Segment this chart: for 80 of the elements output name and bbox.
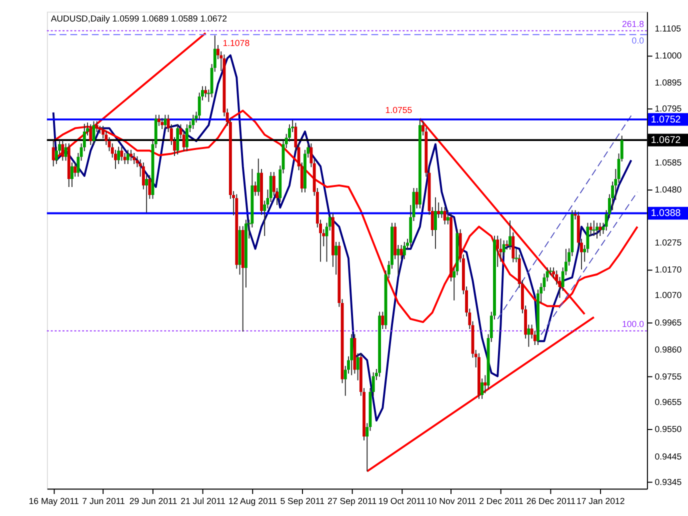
candlestick [440, 206, 444, 218]
candlestick [356, 352, 360, 381]
candlestick [598, 222, 602, 236]
y-tick-label: 1.0170 [654, 264, 682, 274]
candlestick [434, 196, 437, 250]
annotation: 100.0 [622, 318, 644, 329]
y-tick-label: 0.9550 [654, 424, 682, 434]
candlestick [350, 334, 354, 376]
y-tick-label: 1.0795 [654, 103, 682, 114]
x-tick-label: 29 Jun 2011 [129, 496, 178, 506]
candlestick [527, 324, 530, 348]
candlestick [52, 140, 55, 167]
candlestick [480, 378, 484, 400]
candlestick [400, 244, 403, 260]
candlestick [117, 146, 120, 165]
y-tick-label: 1.0275 [654, 237, 682, 248]
x-tick-label: 10 Nov 2011 [426, 496, 476, 506]
candlestick [496, 235, 500, 268]
candlestick [176, 124, 180, 155]
candlestick [415, 188, 418, 209]
candlestick [89, 124, 92, 146]
candlestick [484, 374, 487, 394]
candlestick [396, 244, 400, 276]
candlestick [145, 174, 148, 213]
candlestick [164, 114, 167, 130]
y-tick-label: 0.9965 [654, 317, 682, 328]
candlestick [95, 120, 98, 133]
candlestick [505, 240, 508, 250]
y-tick-label: 1.1000 [654, 50, 682, 60]
y-tick-label: 0.9860 [654, 344, 682, 354]
x-tick-label: 16 May 2011 [28, 496, 80, 506]
annotation: 261.8 [622, 18, 644, 29]
x-tick-label: 7 Jun 2011 [82, 496, 126, 506]
y-tick-label: 1.1105 [654, 23, 682, 34]
x-tick-label: 2 Dec 2011 [479, 496, 524, 506]
candlestick [596, 222, 598, 240]
candlestick [192, 114, 195, 130]
candlestick [185, 124, 188, 152]
y-tick-label: 0.9655 [654, 397, 682, 408]
y-tick-label: 1.0070 [654, 290, 682, 300]
x-tick-label: 26 Dec 2011 [526, 496, 576, 506]
candlestick [120, 146, 124, 162]
x-tick-label: 21 Jul 2011 [180, 496, 226, 506]
candlestick [158, 114, 160, 126]
y-tick-label: 1.0480 [654, 184, 682, 194]
candlestick [256, 158, 260, 196]
y-tick-label: 1.0895 [654, 78, 682, 88]
candlestick [160, 118, 164, 130]
annotation: 1.1078 [222, 38, 250, 48]
annotation: 1.0755 [385, 104, 412, 115]
candlestick [126, 149, 130, 165]
candlestick [381, 311, 384, 330]
candlestick [74, 162, 77, 178]
y-tick-label: 0.9445 [654, 451, 682, 462]
chart-title: AUDUSD,Daily 1.0599 1.0689 1.0589 1.0672 [50, 13, 228, 24]
x-tick-label: 19 Oct 2011 [378, 496, 426, 506]
candlestick [132, 152, 136, 165]
x-tick-label: 5 Sep 2011 [280, 496, 325, 506]
y-tick-label: 0.9345 [654, 477, 682, 488]
candlestick [437, 202, 440, 218]
x-tick-label: 12 Aug 2011 [228, 496, 278, 506]
candlestick [589, 222, 592, 236]
candlestick [61, 140, 64, 162]
y-tick-label: 0.9755 [654, 371, 682, 382]
candlestick [402, 241, 406, 260]
x-tick-label: 27 Sep 2011 [328, 496, 377, 506]
x-tick-label: 17 Jan 2012 [576, 496, 625, 506]
candlestick [204, 86, 208, 98]
ref-line-label: 1.0388 [650, 208, 681, 220]
ref-line-label: 1.0752 [650, 114, 681, 126]
candlestick [446, 210, 450, 225]
candlestick [508, 220, 512, 250]
candlestick [254, 181, 257, 196]
candlestick [130, 149, 132, 162]
y-tick-label: 1.0585 [654, 157, 682, 168]
candlestick [70, 162, 74, 188]
candlestick [334, 241, 338, 276]
ref-line-label: 1.0672 [650, 135, 681, 146]
annotation: 0.0 [632, 35, 644, 46]
candlestick [443, 206, 446, 225]
